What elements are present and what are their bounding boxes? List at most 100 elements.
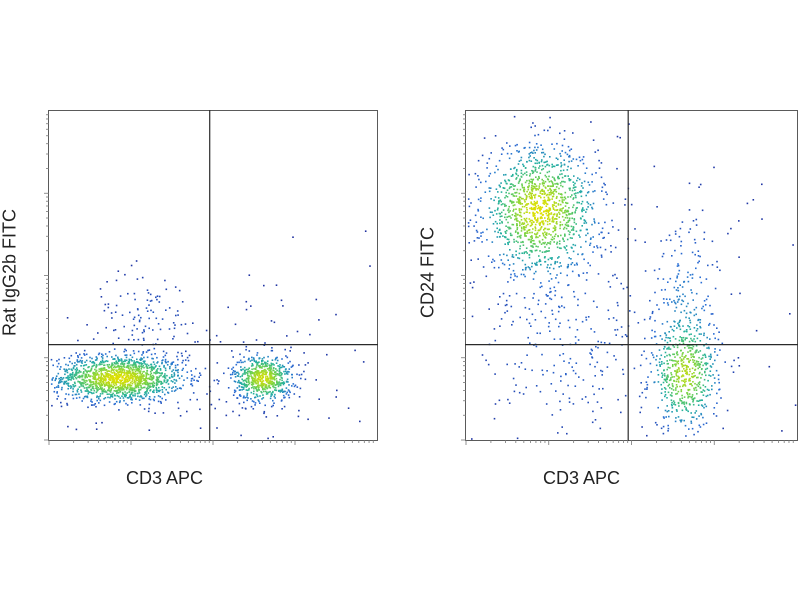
- event-dot: [488, 190, 491, 193]
- event-dot: [516, 437, 519, 440]
- event-dot: [176, 369, 178, 372]
- event-dot: [128, 358, 131, 361]
- event-dot: [171, 361, 173, 364]
- event-dot: [655, 364, 658, 367]
- event-dot: [134, 370, 137, 373]
- event-dot: [571, 212, 573, 215]
- event-dot: [62, 377, 65, 379]
- event-dot: [559, 338, 562, 340]
- event-dot: [123, 399, 125, 402]
- event-dot: [94, 368, 96, 371]
- event-dot: [64, 373, 66, 376]
- event-dot: [519, 316, 521, 319]
- event-dot: [555, 277, 557, 279]
- event-dot: [569, 357, 572, 360]
- event-dot: [539, 195, 541, 197]
- event-dot: [550, 383, 553, 385]
- event-dot: [128, 360, 131, 362]
- event-dot: [98, 402, 100, 404]
- event-dot: [526, 232, 529, 234]
- event-dot: [534, 319, 537, 321]
- event-dot: [254, 378, 256, 380]
- event-dot: [680, 390, 683, 393]
- event-dot: [124, 348, 126, 351]
- event-dot: [679, 227, 682, 230]
- event-dot: [60, 405, 63, 408]
- event-dot: [114, 377, 117, 380]
- event-dot: [695, 351, 698, 353]
- event-dot: [564, 175, 567, 177]
- event-dot: [128, 383, 130, 386]
- event-dot: [595, 172, 597, 174]
- event-dot: [675, 380, 678, 383]
- event-dot: [506, 189, 509, 191]
- event-dot: [128, 396, 131, 398]
- event-dot: [593, 218, 595, 220]
- event-dot: [571, 366, 573, 368]
- event-dot: [125, 376, 128, 378]
- event-dot: [82, 364, 85, 367]
- event-dot: [99, 288, 102, 290]
- event-dot: [567, 284, 570, 286]
- event-dot: [515, 177, 518, 179]
- event-dot: [663, 345, 666, 348]
- event-dot: [146, 382, 149, 385]
- event-dot: [121, 314, 124, 316]
- event-dot: [247, 370, 249, 373]
- event-dot: [177, 401, 179, 404]
- event-dot: [531, 208, 534, 210]
- event-dot: [660, 383, 662, 386]
- event-dot: [103, 364, 105, 367]
- event-dot: [519, 203, 522, 205]
- event-dot: [545, 205, 548, 207]
- event-dot: [76, 368, 79, 371]
- event-dot: [132, 387, 134, 390]
- event-dot: [84, 369, 87, 371]
- event-dot: [559, 224, 561, 227]
- event-dot: [81, 378, 84, 381]
- event-dot: [155, 383, 158, 385]
- event-dot: [530, 181, 532, 183]
- event-dot: [675, 389, 677, 391]
- event-dot: [151, 367, 153, 370]
- event-dot: [525, 174, 528, 176]
- event-dot: [78, 376, 81, 379]
- event-dot: [120, 358, 123, 360]
- event-dot: [539, 228, 542, 230]
- event-dot: [709, 375, 712, 377]
- event-dot: [110, 385, 112, 387]
- event-dot: [669, 354, 671, 357]
- event-dot: [567, 196, 569, 198]
- event-dot: [113, 390, 116, 392]
- event-dot: [248, 387, 250, 390]
- event-dot: [576, 201, 579, 204]
- event-dot: [663, 378, 666, 381]
- event-dot: [558, 240, 561, 242]
- event-dot: [273, 377, 275, 379]
- event-dot: [204, 367, 207, 370]
- event-dot: [516, 228, 518, 231]
- event-dot: [522, 173, 524, 176]
- event-dot: [76, 360, 79, 362]
- event-dot: [520, 156, 523, 159]
- event-dot: [190, 378, 193, 380]
- event-dot: [491, 211, 493, 214]
- event-dot: [526, 209, 528, 211]
- event-dot: [85, 364, 88, 366]
- event-dot: [108, 384, 111, 387]
- event-dot: [105, 380, 107, 382]
- event-dot: [85, 386, 88, 389]
- event-dot: [525, 204, 527, 206]
- event-dot: [133, 381, 135, 384]
- event-dot: [683, 403, 685, 405]
- event-dot: [106, 373, 109, 376]
- event-dot: [670, 403, 673, 406]
- event-dot: [695, 386, 697, 389]
- event-dot: [704, 386, 707, 388]
- event-dot: [500, 211, 503, 214]
- event-dot: [279, 384, 282, 387]
- event-dot: [152, 386, 155, 388]
- event-dot: [93, 376, 95, 379]
- event-dot: [265, 373, 267, 376]
- event-dot: [607, 280, 610, 283]
